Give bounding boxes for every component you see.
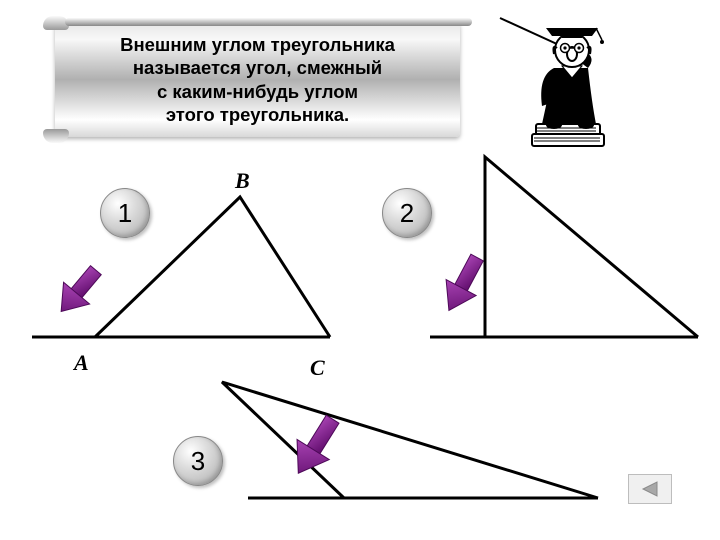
badge-2: 2 xyxy=(382,188,432,238)
arrow-3 xyxy=(280,410,350,490)
figure-3 xyxy=(0,0,720,540)
vertex-label-b: B xyxy=(235,168,250,194)
badge-1: 1 xyxy=(100,188,150,238)
badge-2-label: 2 xyxy=(400,198,414,229)
badge-1-label: 1 xyxy=(118,198,132,229)
vertex-label-a: A xyxy=(74,350,89,376)
badge-3-label: 3 xyxy=(191,446,205,477)
badge-3: 3 xyxy=(173,436,223,486)
vertex-label-c: C xyxy=(310,355,325,381)
nav-back-button[interactable] xyxy=(628,474,672,504)
triangle-left-icon xyxy=(640,480,660,498)
